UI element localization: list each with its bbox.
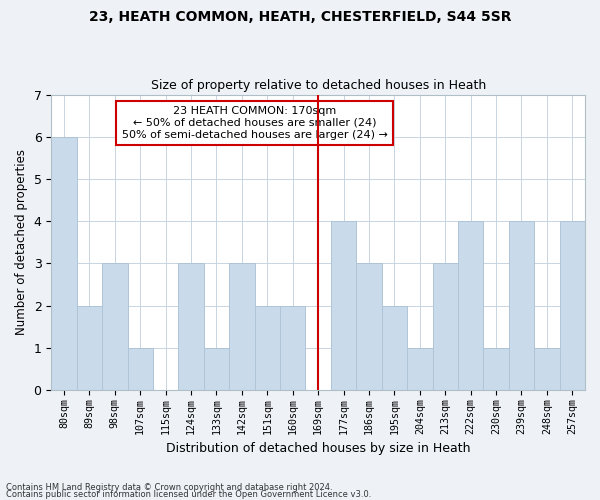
Bar (560, 221, 585, 390)
Bar (458, 221, 484, 390)
Bar (407, 348, 433, 390)
Text: Contains HM Land Registry data © Crown copyright and database right 2024.: Contains HM Land Registry data © Crown c… (6, 484, 332, 492)
Title: Size of property relative to detached houses in Heath: Size of property relative to detached ho… (151, 79, 486, 92)
Bar (509, 221, 534, 390)
X-axis label: Distribution of detached houses by size in Heath: Distribution of detached houses by size … (166, 442, 470, 455)
Text: 23 HEATH COMMON: 170sqm
← 50% of detached houses are smaller (24)
50% of semi-de: 23 HEATH COMMON: 170sqm ← 50% of detache… (122, 106, 388, 140)
Bar (382, 306, 407, 390)
Text: Contains public sector information licensed under the Open Government Licence v3: Contains public sector information licen… (6, 490, 371, 499)
Bar (534, 348, 560, 390)
Bar (280, 306, 305, 390)
Bar (178, 264, 204, 390)
Bar (51, 137, 77, 390)
Bar (77, 306, 102, 390)
Bar (102, 264, 128, 390)
Bar (356, 264, 382, 390)
Bar (484, 348, 509, 390)
Bar (433, 264, 458, 390)
Bar (254, 306, 280, 390)
Text: 23, HEATH COMMON, HEATH, CHESTERFIELD, S44 5SR: 23, HEATH COMMON, HEATH, CHESTERFIELD, S… (89, 10, 511, 24)
Bar (128, 348, 153, 390)
Bar (331, 221, 356, 390)
Y-axis label: Number of detached properties: Number of detached properties (15, 150, 28, 336)
Bar (204, 348, 229, 390)
Bar (229, 264, 254, 390)
